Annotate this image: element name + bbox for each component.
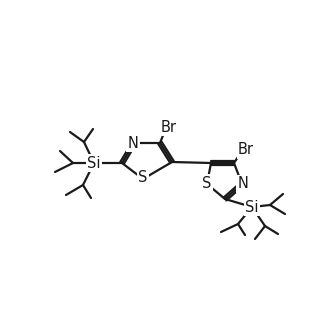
Text: Si: Si [87, 155, 101, 171]
Text: S: S [138, 171, 148, 185]
Text: N: N [128, 136, 139, 150]
Text: Br: Br [238, 143, 254, 157]
Text: Br: Br [161, 119, 177, 135]
Text: N: N [238, 177, 248, 191]
Text: S: S [202, 176, 212, 190]
Text: Si: Si [245, 200, 259, 215]
